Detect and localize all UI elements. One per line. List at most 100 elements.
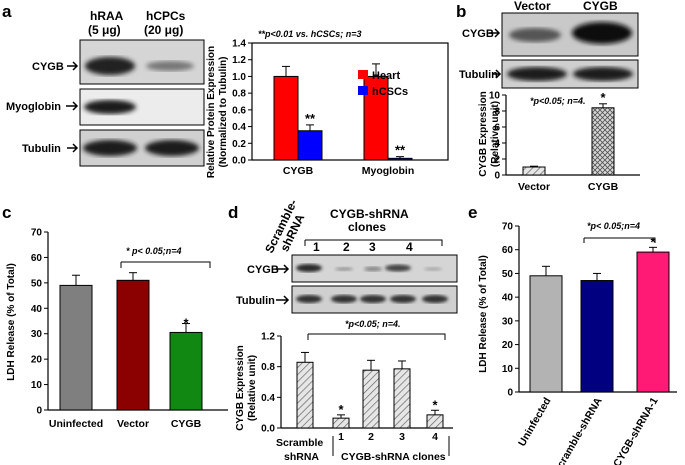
chart-e-bar	[580, 280, 614, 393]
chart-b-ytick-label: 2	[494, 155, 500, 166]
clone-number-2: 2	[343, 240, 350, 254]
chart-d-ytick-label: 0.4	[261, 393, 275, 404]
chart-b-ytick-label: 6	[494, 123, 500, 134]
panel-label-e: e	[468, 203, 477, 222]
chart-d-note: *p<0.05; n=4.	[345, 319, 401, 329]
panel-label-c: c	[2, 203, 11, 222]
chart-c-bar	[169, 331, 203, 411]
chart-a-ytick-label: 1.4	[232, 39, 246, 50]
chart-a-ytick-label: 0.0	[232, 156, 246, 167]
legend-label-heart: Heart	[372, 70, 400, 82]
clones-bracket	[304, 239, 443, 246]
blot-a-cygb	[79, 39, 205, 85]
arrow-icon	[276, 295, 290, 305]
lane-label-hraa: hRAA	[90, 9, 124, 23]
blot-label-a-myoglobin: Myoglobin	[6, 101, 61, 113]
chart-c-bracket	[120, 261, 211, 268]
chart-c-ytick-label: 30	[31, 329, 43, 340]
chart-b-ytick-label: 4	[494, 139, 500, 150]
chart-b: 0 2 4 6 8 10 Vector * CYGB	[489, 90, 640, 193]
chart-e-ytick-label: 40	[502, 293, 514, 304]
chart-a-significance-star: **	[395, 143, 406, 158]
chart-d-significance-star: *	[338, 402, 344, 417]
chart-d-significance-star: *	[432, 397, 438, 412]
arrow-icon	[67, 61, 79, 71]
chart-d-ytick-label: 0.0	[261, 424, 275, 435]
blot-label-d-cygb: CYGB	[247, 264, 279, 276]
lane-load-hcpcs: (20 μg)	[144, 23, 183, 37]
chart-a-xtick-label: Myoglobin	[362, 165, 415, 177]
chart-d-bar	[362, 369, 380, 429]
chart-a-plot-frame	[251, 42, 449, 161]
chart-c-ytick-label: 70	[31, 228, 43, 239]
chart-b-ylabel-1: CYGB Expression	[478, 91, 489, 177]
chart-d-ytick-label: 1.2	[261, 332, 275, 343]
chart-a-ytick-label: 0.6	[232, 105, 246, 116]
chart-b-note: *p<0.05; n=4.	[530, 96, 586, 106]
chart-b-significance-star: *	[600, 90, 606, 105]
blot-b-tubulin	[501, 59, 639, 89]
chart-a-ytick-label: 1.2	[232, 55, 246, 66]
chart-e-ytick-label: 50	[502, 269, 514, 280]
panel-label-b: b	[456, 2, 466, 21]
chart-a-ylabel-2: (Normalized to Tubulin)	[218, 57, 229, 168]
chart-e-ylabel: LDH Release (% of Total)	[478, 255, 489, 373]
arrow-icon	[67, 143, 79, 153]
chart-a: 0.0 0.2 0.4 0.6 0.8 1.0 1.2 1.4 ** CYGB ** Myoglobi…	[232, 39, 449, 177]
clones-title-1: CYGB-shRNA	[330, 207, 409, 221]
chart-d-x-group-bracket	[332, 436, 450, 456]
chart-b-ylabel-2: (Relative unit)	[490, 101, 501, 167]
legend-swatch-hcscs	[358, 86, 368, 95]
chart-e-xtick-label: CYGB-shRNA-1	[611, 395, 661, 465]
chart-c-ylabel: LDH Release (% of Total)	[6, 263, 17, 381]
chart-e-bracket	[583, 237, 656, 243]
lane-load-hraa: (5 μg)	[88, 23, 121, 37]
chart-c-ytick-label: 10	[31, 380, 43, 391]
clone-number-1: 1	[313, 240, 320, 254]
clone-number-4: 4	[406, 240, 413, 254]
chart-c-bar	[59, 284, 93, 411]
chart-e-ytick-label: 70	[502, 222, 514, 233]
legend-swatch-heart	[358, 70, 368, 79]
arrow-icon	[277, 264, 290, 274]
chart-d-bar	[296, 361, 314, 429]
chart-e-ytick-label: 0	[507, 388, 513, 399]
chart-e-bar	[636, 251, 670, 393]
chart-b-ytick-label: 10	[489, 91, 501, 102]
chart-b-bar	[591, 107, 615, 176]
arrow-icon	[66, 101, 79, 111]
chart-c-xtick-label: Vector	[117, 418, 149, 430]
chart-e-note: *p< 0.05;n=4	[587, 221, 640, 231]
chart-d-bar	[332, 417, 350, 429]
arrow-icon	[493, 69, 502, 79]
clone-number-3: 3	[369, 240, 376, 254]
chart-a-bar	[273, 75, 299, 161]
chart-e-bar	[529, 275, 563, 393]
chart-d-xtick-label: 2	[368, 431, 374, 443]
chart-c-xtick-label: Uninfected	[49, 418, 103, 430]
panel-label-d: d	[228, 203, 238, 222]
chart-e-ytick-label: 60	[502, 245, 514, 256]
clones-title-2: clones	[348, 220, 386, 234]
chart-c-xtick-label: CYGB	[171, 418, 202, 430]
blot-b-cygb	[501, 12, 639, 57]
chart-d: 0.0 0.4 0.8 1.2 * 1 2 3 * 4	[261, 332, 453, 443]
chart-b-bar	[522, 166, 546, 176]
lane-label-vector: Vector	[514, 0, 551, 13]
blot-label-d-tubulin: Tubulin	[236, 295, 275, 307]
blot-a-myoglobin	[79, 88, 205, 126]
chart-b-xtick-label: Vector	[518, 181, 550, 193]
chart-a-note: **p<0.01 vs. hCSCs; n=3	[258, 29, 362, 39]
chart-d-x-scramble-2: shRNA	[284, 451, 319, 463]
chart-e-xtick-label: Scramble-shRNA	[551, 395, 604, 465]
chart-a-bar	[297, 130, 323, 161]
chart-c-ytick-label: 50	[31, 278, 43, 289]
chart-c-note: * p< 0.05;n=4	[126, 246, 182, 256]
chart-e-ytick-label: 20	[502, 340, 514, 351]
chart-e-xtick-label: Uninfected	[516, 396, 554, 449]
chart-d-xtick-label: 4	[432, 431, 438, 443]
chart-c-ytick-label: 0	[36, 406, 42, 417]
chart-a-ytick-label: 0.4	[232, 122, 246, 133]
